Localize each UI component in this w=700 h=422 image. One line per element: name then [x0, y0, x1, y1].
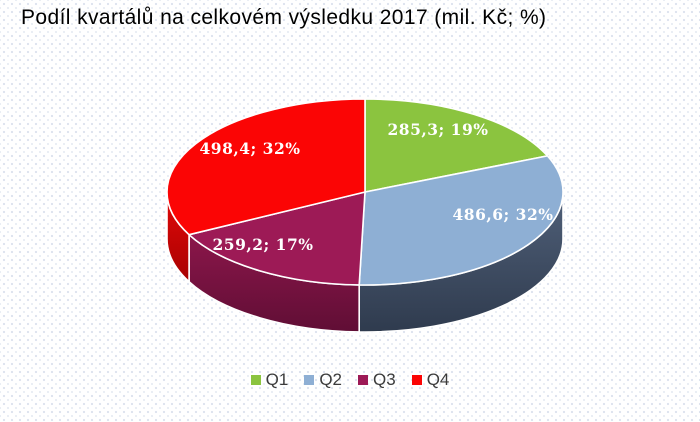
- pie-label-q3: 259,2; 17%: [213, 235, 314, 254]
- legend-label-q2: Q2: [319, 370, 342, 389]
- pie-data-labels: 285,3; 19% 486,6; 32% 259,2; 17% 498,4; …: [200, 120, 554, 254]
- pie-label-q1: 285,3; 19%: [388, 120, 489, 139]
- pie-slice-q2: [358, 155, 564, 286]
- legend-swatch-q3-icon: [358, 375, 368, 385]
- legend-item-q4: Q4: [411, 370, 450, 390]
- pie-slice-q3: [188, 191, 366, 286]
- pie-slice-q4: [166, 98, 366, 236]
- pie-label-q4: 498,4; 32%: [200, 139, 301, 158]
- legend-label-q1: Q1: [265, 370, 289, 389]
- pie-label-q2: 486,6; 32%: [453, 205, 554, 224]
- pie-slice-tops: [166, 98, 564, 286]
- legend-item-q3: Q3: [358, 370, 396, 390]
- chart-legend: Q1 Q2 Q3 Q4: [0, 368, 700, 392]
- chart-title: Podíl kvartálů na celkovém výsledku 2017…: [21, 6, 547, 29]
- legend-swatch-q2-icon: [304, 375, 315, 385]
- legend-swatch-q1-icon: [250, 375, 261, 385]
- legend-swatch-q4-icon: [411, 375, 422, 385]
- pie-slice-q1: [364, 98, 549, 193]
- legend-item-q2: Q2: [304, 370, 342, 390]
- legend-label-q4: Q4: [426, 370, 450, 389]
- legend-label-q3: Q3: [373, 370, 396, 389]
- legend-item-q1: Q1: [250, 370, 289, 390]
